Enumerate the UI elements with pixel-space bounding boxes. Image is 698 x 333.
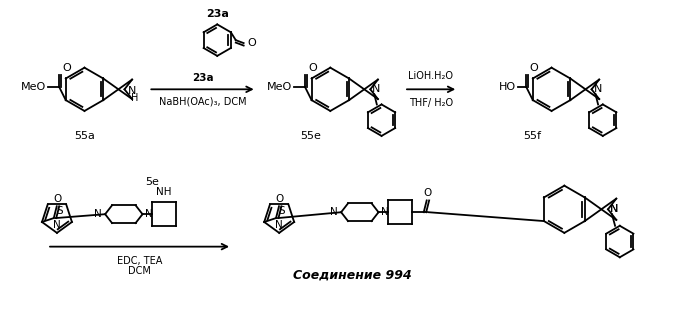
Text: N: N: [610, 204, 618, 214]
Text: NaBH(OAc)₃, DCM: NaBH(OAc)₃, DCM: [158, 96, 246, 106]
Text: N: N: [53, 220, 61, 230]
Text: 5e: 5e: [145, 177, 158, 187]
Text: O: O: [62, 63, 71, 73]
Text: S: S: [57, 206, 64, 216]
Text: 55a: 55a: [74, 131, 95, 141]
Text: N: N: [372, 84, 380, 94]
Text: 55f: 55f: [523, 131, 541, 141]
Text: MeO: MeO: [21, 82, 47, 92]
Text: N: N: [275, 220, 283, 230]
Text: 55e: 55e: [300, 131, 321, 141]
Text: HO: HO: [498, 82, 516, 92]
Text: O: O: [529, 63, 538, 73]
Text: 23a: 23a: [192, 73, 214, 83]
Text: LiOH.H₂O: LiOH.H₂O: [408, 72, 453, 82]
Text: N: N: [610, 204, 618, 214]
Text: MeO: MeO: [267, 82, 292, 92]
Text: S: S: [279, 206, 285, 216]
Text: N: N: [593, 84, 602, 94]
Text: N: N: [145, 209, 153, 219]
Text: N: N: [94, 209, 102, 219]
Text: N: N: [128, 86, 136, 96]
Text: THF/ H₂O: THF/ H₂O: [408, 98, 453, 108]
Text: EDC, TEA: EDC, TEA: [117, 256, 162, 266]
Text: Соединение 994: Соединение 994: [292, 268, 411, 281]
Text: O: O: [424, 188, 432, 198]
Text: O: O: [276, 194, 284, 204]
Text: O: O: [54, 194, 62, 204]
Text: O: O: [248, 38, 256, 48]
Text: H: H: [131, 93, 138, 103]
Text: NH: NH: [156, 187, 172, 197]
Text: O: O: [308, 63, 317, 73]
Text: 23a: 23a: [206, 9, 229, 19]
Text: DCM: DCM: [128, 266, 151, 276]
Text: N: N: [330, 207, 339, 217]
Text: N: N: [381, 207, 389, 217]
